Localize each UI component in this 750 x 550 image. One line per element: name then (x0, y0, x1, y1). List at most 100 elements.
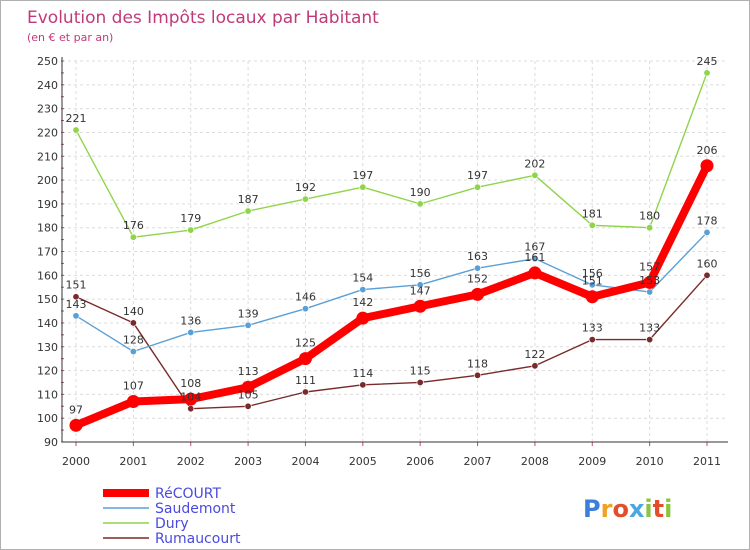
data-label-dury: 197 (352, 169, 373, 182)
data-point-dury (531, 171, 539, 179)
y-tick-label: 180 (37, 222, 58, 235)
data-point-saudemont (646, 288, 654, 296)
x-tick-label: 2008 (521, 455, 549, 468)
data-label-saudemont: 154 (352, 272, 373, 285)
x-tick-label: 2001 (119, 455, 147, 468)
data-label-saudemont: 139 (238, 307, 259, 320)
data-label-rumaucourt: 114 (352, 367, 373, 380)
logo-letter: x (629, 495, 645, 523)
data-label-recourt: 161 (524, 251, 545, 264)
data-label-rumaucourt: 118 (467, 357, 488, 370)
x-tick-label: 2004 (291, 455, 319, 468)
data-point-rumaucourt (531, 362, 539, 370)
data-label-dury: 181 (582, 207, 603, 220)
data-label-saudemont: 136 (180, 314, 201, 327)
data-label-recourt: 125 (295, 337, 316, 350)
data-label-recourt: 142 (352, 296, 373, 309)
data-point-recourt (241, 380, 255, 394)
y-tick-label: 120 (37, 365, 58, 378)
data-point-dury (474, 183, 482, 191)
data-label-layer: 151 140 104 105 111 114 115 118 122 133 133 160 221 1… (66, 55, 718, 416)
data-label-rumaucourt: 151 (66, 279, 87, 292)
data-label-dury: 176 (123, 219, 144, 232)
data-point-saudemont (359, 286, 367, 294)
data-label-rumaucourt: 140 (123, 305, 144, 318)
data-point-dury (703, 69, 711, 77)
x-tick-label: 2006 (406, 455, 434, 468)
data-label-rumaucourt: 104 (180, 391, 201, 404)
data-point-saudemont (129, 348, 137, 356)
chart-title: Evolution des Impôts locaux par Habitant (27, 8, 379, 28)
data-point-rumaucourt (301, 388, 309, 396)
data-point-recourt (643, 275, 657, 289)
logo-letter: o (612, 495, 629, 523)
legend-label-saudemont: Saudemont (155, 501, 236, 517)
data-label-recourt: 113 (238, 365, 259, 378)
data-label-saudemont: 167 (524, 241, 545, 254)
data-label-rumaucourt: 133 (639, 322, 660, 335)
y-tick-label: 250 (37, 55, 58, 68)
data-label-dury: 179 (180, 212, 201, 225)
data-label-recourt: 157 (639, 260, 660, 273)
y-tick-label: 160 (37, 269, 58, 282)
x-tick-label: 2003 (234, 455, 262, 468)
proxiti-logo: Proxiti (583, 495, 672, 523)
series-line-dury (75, 72, 708, 238)
y-tick-label: 220 (37, 126, 58, 139)
data-label-dury: 197 (467, 169, 488, 182)
data-label-saudemont: 156 (410, 267, 431, 280)
data-point-recourt (528, 266, 542, 280)
data-label-dury: 190 (410, 186, 431, 199)
data-label-saudemont: 143 (66, 298, 87, 311)
data-point-rumaucourt (359, 381, 367, 389)
y-tick-label: 200 (37, 174, 58, 187)
y-tick-label: 90 (44, 436, 58, 449)
data-point-saudemont (588, 281, 596, 289)
data-label-saudemont: 153 (639, 274, 660, 287)
data-point-rumaucourt (588, 336, 596, 344)
series-line-saudemont (75, 231, 708, 353)
data-label-rumaucourt: 115 (410, 364, 431, 377)
data-point-saudemont (703, 228, 711, 236)
data-point-recourt (471, 287, 485, 301)
series-line-recourt (72, 161, 711, 430)
y-tick-label: 140 (37, 317, 58, 330)
logo-letter: t (653, 495, 664, 523)
data-label-dury: 180 (639, 210, 660, 223)
y-tick-label: 190 (37, 198, 58, 211)
logo-letter: P (583, 495, 601, 523)
data-label-saudemont: 146 (295, 291, 316, 304)
axis-layer: 90 100 110 120 130 140 150 160 170 180 190 200 210 22… (37, 55, 728, 468)
x-tick-label: 2000 (62, 455, 90, 468)
series-layer (69, 69, 714, 432)
data-label-dury: 202 (524, 157, 545, 170)
y-tick-label: 170 (37, 246, 58, 259)
data-label-saudemont: 163 (467, 250, 488, 263)
data-label-recourt: 107 (123, 380, 144, 393)
data-point-recourt (298, 352, 312, 366)
data-label-recourt: 108 (180, 377, 201, 390)
y-tick-label: 130 (37, 341, 58, 354)
data-point-dury (359, 183, 367, 191)
data-point-rumaucourt (646, 336, 654, 344)
data-point-saudemont (301, 305, 309, 313)
data-label-recourt: 206 (697, 144, 718, 157)
data-point-dury (416, 200, 424, 208)
logo-letter: i (664, 495, 672, 523)
data-label-dury: 245 (697, 55, 718, 68)
data-point-rumaucourt (129, 319, 137, 327)
y-tick-label: 150 (37, 293, 58, 306)
x-tick-label: 2002 (177, 455, 205, 468)
data-label-recourt: 151 (582, 275, 603, 288)
data-point-saudemont (72, 312, 80, 320)
data-point-rumaucourt (416, 378, 424, 386)
y-tick-label: 210 (37, 150, 58, 163)
chart-subtitle: (en € et par an) (27, 31, 113, 44)
data-label-saudemont: 128 (123, 334, 144, 347)
data-point-recourt (356, 311, 370, 325)
data-point-saudemont (187, 328, 195, 336)
data-point-saudemont (474, 264, 482, 272)
y-tick-label: 110 (37, 388, 58, 401)
